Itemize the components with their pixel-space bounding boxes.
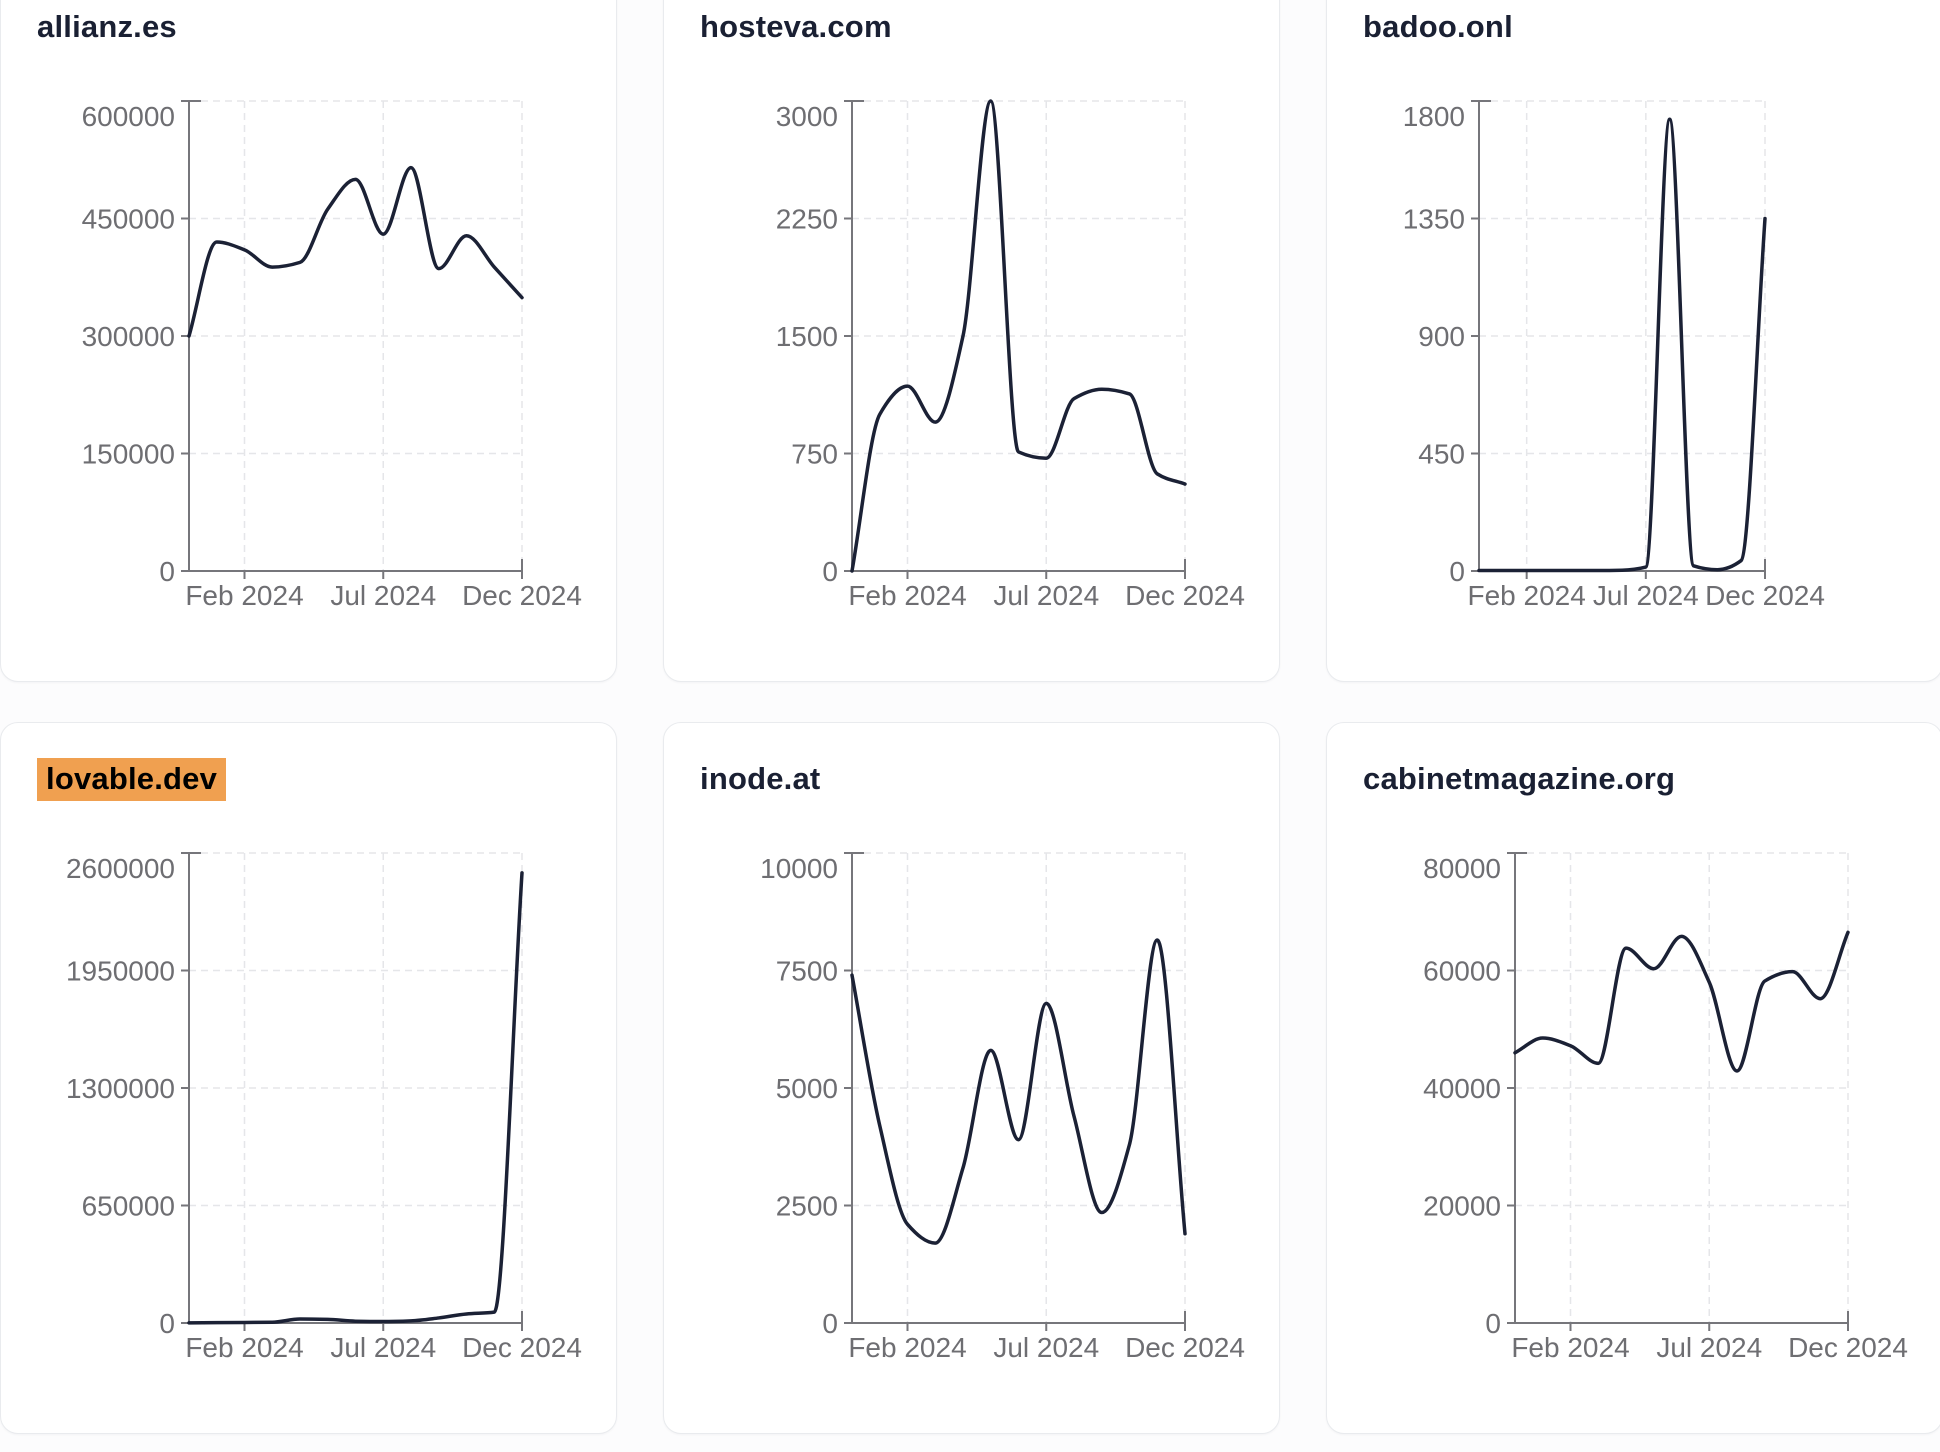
data-line <box>850 938 1187 1245</box>
data-line <box>187 165 524 338</box>
y-tick-label: 1950000 <box>66 956 175 987</box>
y-tick-label: 0 <box>159 556 175 587</box>
x-tick-label: Feb 2024 <box>1468 580 1586 611</box>
data-line <box>1477 117 1767 573</box>
y-tick-label: 60000 <box>1423 956 1501 987</box>
x-tick-label: Feb 2024 <box>185 580 303 611</box>
y-tick-label: 450000 <box>82 204 175 235</box>
data-line <box>1513 930 1850 1073</box>
chart-title-text-highlighted: lovable.dev <box>37 758 227 801</box>
chart-title: badoo.onl <box>1363 7 1940 47</box>
y-tick-label: 40000 <box>1423 1073 1501 1104</box>
chart-title: allianz.es <box>37 7 616 47</box>
line-chart-cabinetmagazine: 0 20000 40000 60000 80000 Feb 2024 Jul 2024 Dec… <box>1423 852 1908 1363</box>
y-tick-label: 750 <box>791 439 838 470</box>
y-tick-label: 900 <box>1418 321 1465 352</box>
line-chart-hosteva: 0 750 1500 2250 3000 Feb 2024 Jul 2024 Dec 2024 <box>776 99 1245 611</box>
data-line <box>187 871 524 1325</box>
chart-title: inode.at <box>700 759 1279 799</box>
y-tick-label: 2600000 <box>66 853 175 884</box>
y-tick-label: 0 <box>1449 556 1465 587</box>
x-tick-label: Dec 2024 <box>1125 580 1245 611</box>
y-tick-label: 450 <box>1418 439 1465 470</box>
chart-title: lovable.dev <box>37 758 616 801</box>
chart-title-text: badoo.onl <box>1363 9 1513 44</box>
chart-title-text: hosteva.com <box>700 9 892 44</box>
y-tick-label: 3000 <box>776 101 838 132</box>
y-tick-label: 0 <box>159 1308 175 1339</box>
x-tick-label: Jul 2024 <box>1656 1332 1762 1363</box>
y-tick-label: 2250 <box>776 204 838 235</box>
x-tick-label: Dec 2024 <box>1705 580 1825 611</box>
x-tick-label: Feb 2024 <box>185 1332 303 1363</box>
line-chart-lovable: 0 650000 1300000 1950000 2600000 Feb 2024 Jul … <box>66 852 582 1363</box>
y-tick-label: 2500 <box>776 1191 838 1222</box>
chart-title: hosteva.com <box>700 7 1279 47</box>
x-tick-label: Jul 2024 <box>330 580 436 611</box>
y-tick-label: 0 <box>822 1308 838 1339</box>
chart-title-text: cabinetmagazine.org <box>1363 761 1676 796</box>
y-tick-label: 7500 <box>776 956 838 987</box>
y-tick-label: 0 <box>1485 1308 1501 1339</box>
chart-card-allianz: allianz.es 0 150000 300000 450000 600000 Feb … <box>0 0 617 682</box>
x-tick-label: Dec 2024 <box>1788 1332 1908 1363</box>
chart-card-lovable: lovable.dev 0 650000 1300000 1950000 2600000… <box>0 722 617 1434</box>
y-tick-label: 5000 <box>776 1073 838 1104</box>
line-chart-badoo: 0 450 900 1350 1800 Feb 2024 Jul 2024 Dec 2024 <box>1403 100 1825 611</box>
y-tick-label: 600000 <box>82 101 175 132</box>
chart-card-badoo: badoo.onl 0 450 900 1350 1800 Feb 2024 Jul 202… <box>1326 0 1940 682</box>
x-tick-label: Feb 2024 <box>1511 1332 1629 1363</box>
y-tick-label: 10000 <box>760 853 838 884</box>
chart-card-hosteva: hosteva.com 0 750 1500 2250 3000 Feb 2024 Jul … <box>663 0 1280 682</box>
x-tick-label: Jul 2024 <box>993 580 1099 611</box>
chart-title-text: allianz.es <box>37 9 177 44</box>
chart-title-text: inode.at <box>700 761 821 796</box>
y-tick-label: 1800 <box>1403 101 1465 132</box>
y-tick-label: 0 <box>822 556 838 587</box>
y-tick-label: 20000 <box>1423 1191 1501 1222</box>
y-tick-label: 150000 <box>82 439 175 470</box>
y-tick-label: 300000 <box>82 321 175 352</box>
data-line <box>850 99 1187 573</box>
y-tick-label: 1500 <box>776 321 838 352</box>
x-tick-label: Feb 2024 <box>848 580 966 611</box>
chart-card-inode: inode.at 0 2500 5000 7500 10000 Feb 2024 Jul 2… <box>663 722 1280 1434</box>
y-tick-label: 1300000 <box>66 1073 175 1104</box>
x-tick-label: Jul 2024 <box>993 1332 1099 1363</box>
x-tick-label: Jul 2024 <box>1593 580 1699 611</box>
x-tick-label: Feb 2024 <box>848 1332 966 1363</box>
x-tick-label: Jul 2024 <box>330 1332 436 1363</box>
x-tick-label: Dec 2024 <box>1125 1332 1245 1363</box>
line-chart-allianz: 0 150000 300000 450000 600000 Feb 2024 Jul 202… <box>82 100 582 611</box>
line-chart-inode: 0 2500 5000 7500 10000 Feb 2024 Jul 2024 Dec 20… <box>760 852 1245 1363</box>
x-tick-label: Dec 2024 <box>462 580 582 611</box>
x-tick-label: Dec 2024 <box>462 1332 582 1363</box>
chart-title: cabinetmagazine.org <box>1363 759 1940 799</box>
chart-card-cabinetmagazine: cabinetmagazine.org 0 20000 40000 60000 8000… <box>1326 722 1940 1434</box>
y-tick-label: 1350 <box>1403 204 1465 235</box>
y-tick-label: 80000 <box>1423 853 1501 884</box>
y-tick-label: 650000 <box>82 1191 175 1222</box>
